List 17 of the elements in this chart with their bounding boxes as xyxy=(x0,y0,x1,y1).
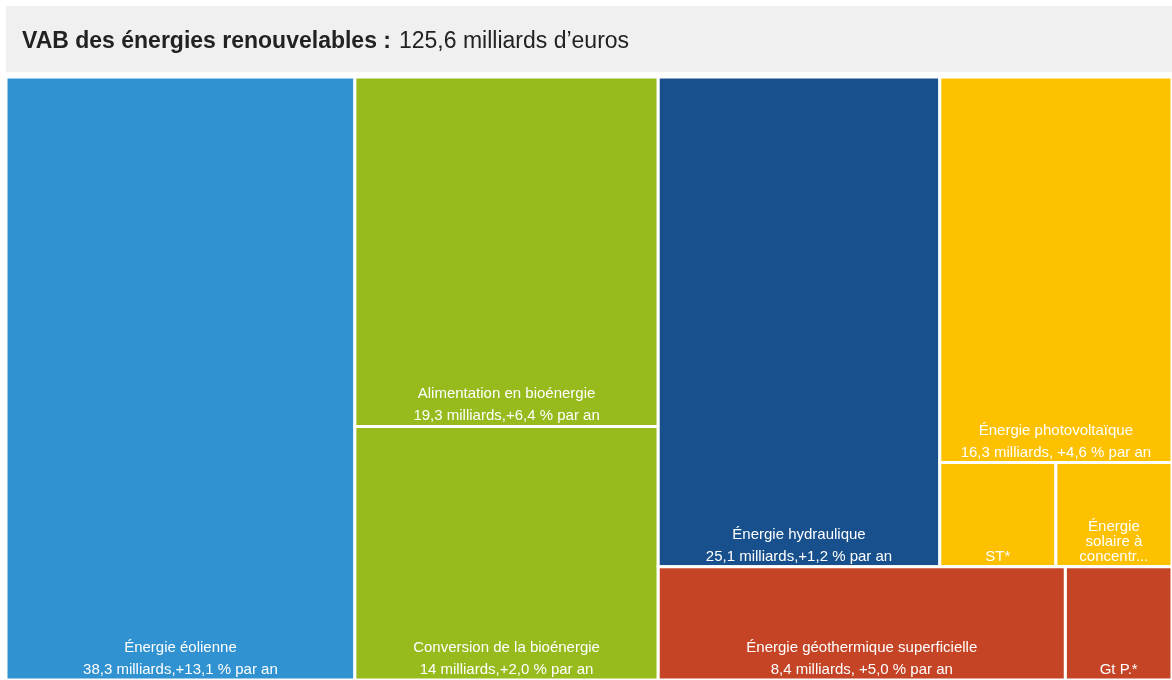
text: 125,6 milliards d’euros xyxy=(399,27,630,53)
data-label: 8,4 milliards, +5,0 % par an xyxy=(770,660,953,677)
data-label: 25,1 milliards,+1,2 % par an xyxy=(705,546,893,564)
category-label: Alimentation en bioénergie xyxy=(417,384,596,402)
data-label: 14 milliards,+2,0 % par an xyxy=(419,660,594,677)
category-label: ST* xyxy=(985,546,1011,564)
data-label: 19,3 milliards,+6,4 % par an xyxy=(413,406,600,424)
category-label: Énergie photovoltaïque xyxy=(978,420,1134,438)
category-label: Énergie hydraulique xyxy=(732,524,866,542)
category-label: Énergie solaire à concentr... xyxy=(1079,516,1149,564)
category-label: Énergie éolienne xyxy=(124,638,237,655)
data-label: 16,3 milliards, +4,6 % par an xyxy=(960,442,1152,460)
category-label: Énergie géothermique superficielle xyxy=(746,638,978,655)
text: VAB des énergies renouvelables : xyxy=(22,27,391,53)
category-label: Conversion de la bioénergie xyxy=(413,638,600,655)
data-label: 38,3 milliards,+13,1 % par an xyxy=(83,660,278,677)
category-label: Gt P.* xyxy=(1099,660,1138,677)
